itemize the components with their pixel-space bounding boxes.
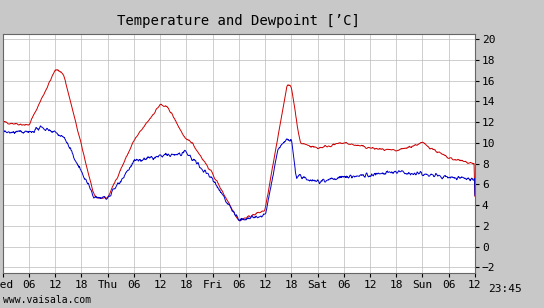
Text: Temperature and Dewpoint [’C]: Temperature and Dewpoint [’C] <box>118 14 360 28</box>
Text: www.vaisala.com: www.vaisala.com <box>3 295 91 305</box>
Text: 23:45: 23:45 <box>489 284 522 294</box>
